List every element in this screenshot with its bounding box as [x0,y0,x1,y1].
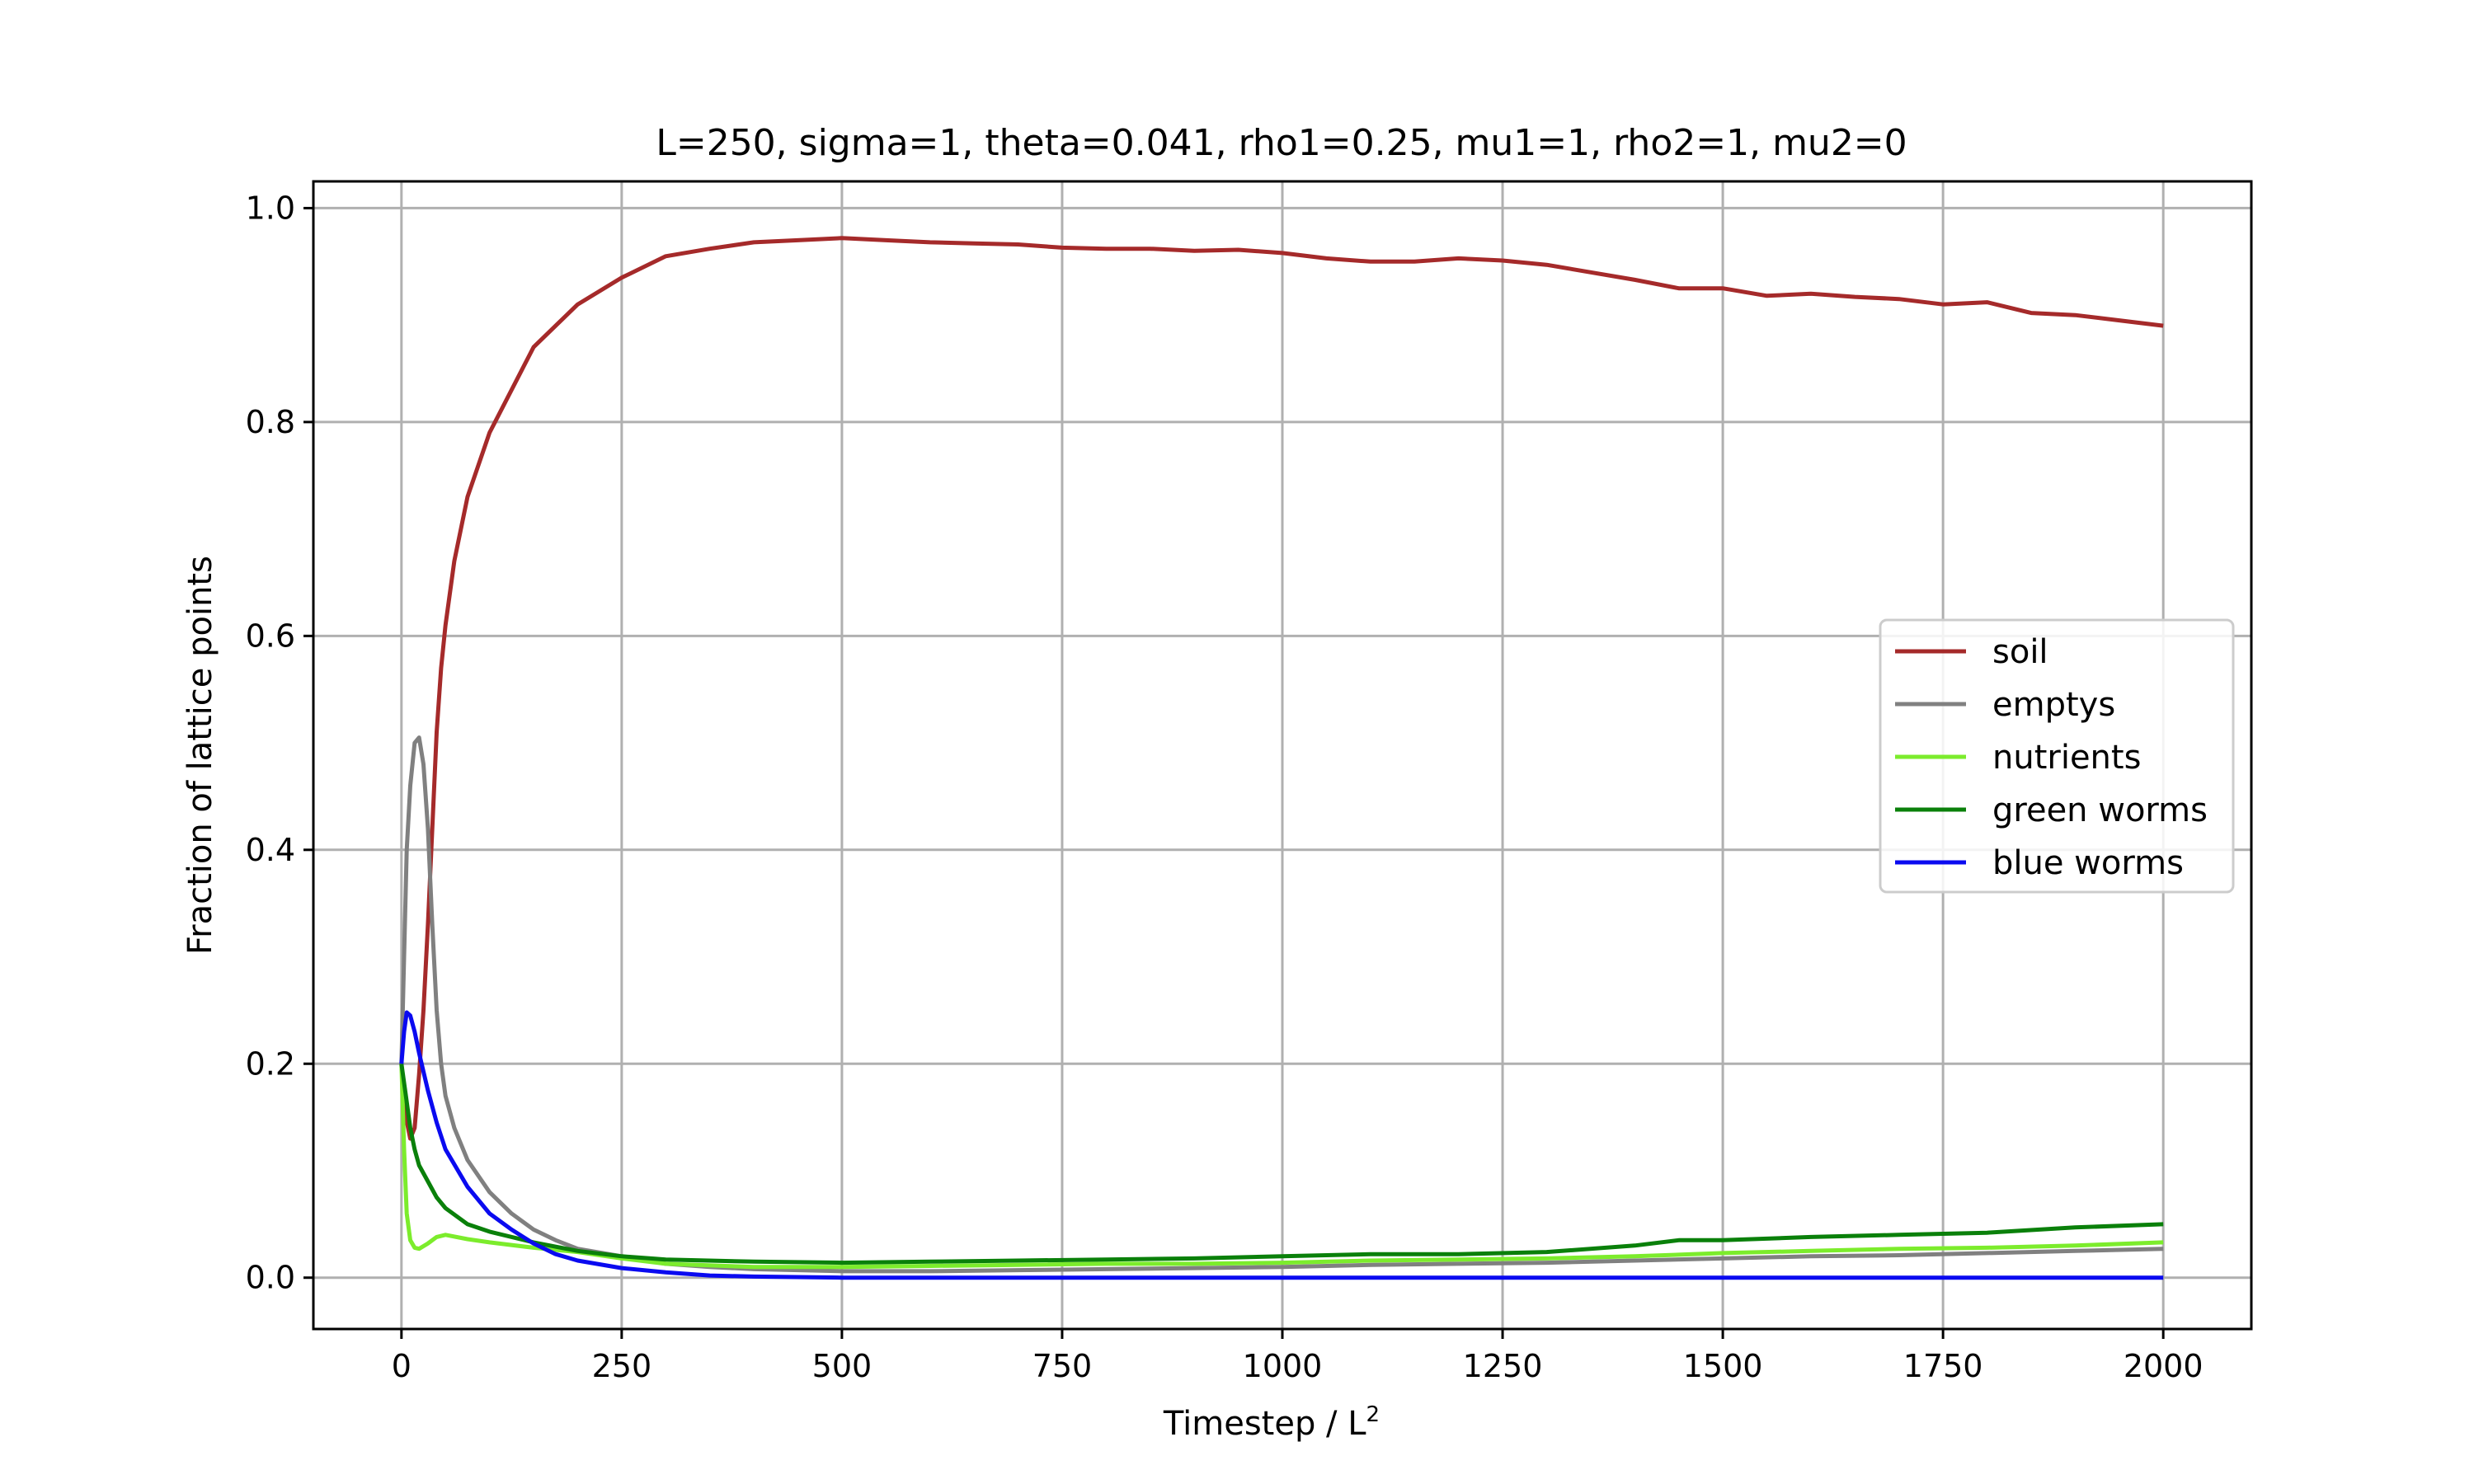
chart-title: L=250, sigma=1, theta=0.041, rho1=0.25, … [656,122,1907,164]
x-axis-label: Timestep / L2 [1163,1402,1380,1443]
x-tick-label: 1750 [1903,1348,1983,1384]
y-tick-label: 1.0 [246,190,295,226]
series-line-blue-worms [399,1010,2164,1280]
x-tick-label: 1500 [1683,1348,1763,1384]
y-tick-label: 0.0 [246,1260,295,1296]
x-axis-label-superscript: 2 [1366,1402,1380,1427]
legend: soil emptys nutrients green worms blue worms [1879,618,2235,894]
series-line-nutrients [399,1064,2164,1270]
series-line-green-worms [399,1063,2164,1266]
series-lines [399,236,2164,1280]
legend-items: soil emptys nutrients green worms blue worms [1895,633,2208,882]
y-tick-label: 0.8 [246,404,295,440]
legend-label-nutrients: nutrients [1992,739,2141,777]
series-line-soil [399,236,2164,1141]
x-ticks: 0 250 500 750 1000 1250 1500 1750 2000 [392,1329,2204,1384]
x-tick-label: 500 [812,1348,872,1384]
y-tick-label: 0.2 [246,1045,295,1082]
x-tick-label: 0 [392,1348,412,1384]
x-tick-label: 1000 [1243,1348,1323,1384]
x-tick-label: 2000 [2124,1348,2204,1384]
x-tick-label: 750 [1032,1348,1093,1384]
y-ticks: 0.0 0.2 0.4 0.6 0.8 1.0 [246,190,313,1296]
y-axis-label: Fraction of lattice points [181,556,219,955]
y-tick-label: 0.4 [246,832,295,868]
legend-label-soil: soil [1992,633,2048,671]
x-tick-label: 250 [592,1348,652,1384]
legend-label-green-worms: green worms [1992,791,2208,829]
x-axis-label-text: Timestep / L [1163,1405,1366,1443]
legend-box [1879,618,2235,894]
x-tick-label: 1250 [1463,1348,1543,1384]
y-tick-label: 0.6 [246,618,295,654]
legend-label-blue-worms: blue worms [1992,844,2184,882]
legend-label-emptys: emptys [1992,686,2115,724]
